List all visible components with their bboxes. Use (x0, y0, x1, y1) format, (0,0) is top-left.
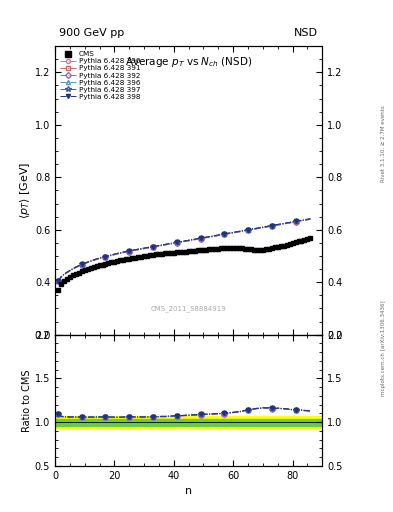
CMS (62, 278, 66, 284)
Pythia 6.428 397 (56, 278, 61, 284)
Pythia 6.428 391 (308, 216, 313, 222)
Pythia 6.428 398 (270, 223, 274, 229)
Pythia 6.428 397 (177, 239, 182, 245)
Text: Rivet 3.1.10, ≥ 2.7M events: Rivet 3.1.10, ≥ 2.7M events (381, 105, 386, 182)
Pythia 6.428 390 (56, 279, 61, 285)
Pythia 6.428 391 (270, 223, 274, 229)
Y-axis label: $\langle p_T \rangle$ [GeV]: $\langle p_T \rangle$ [GeV] (18, 162, 32, 219)
Legend: CMS, Pythia 6.428 390, Pythia 6.428 391, Pythia 6.428 392, Pythia 6.428 396, Pyt: CMS, Pythia 6.428 390, Pythia 6.428 391,… (59, 50, 142, 101)
Pythia 6.428 398 (62, 271, 66, 278)
Text: 900 GeV pp: 900 GeV pp (59, 28, 124, 38)
Pythia 6.428 392 (249, 227, 253, 233)
Pythia 6.428 396 (68, 267, 72, 273)
Pythia 6.428 396 (56, 278, 61, 284)
Pythia 6.428 398 (56, 278, 61, 284)
Line: Pythia 6.428 397: Pythia 6.428 397 (55, 216, 313, 284)
CMS (56, 287, 61, 293)
Line: Pythia 6.428 390: Pythia 6.428 390 (56, 217, 312, 284)
Pythia 6.428 391 (62, 272, 66, 278)
Pythia 6.428 397 (270, 223, 274, 229)
Pythia 6.428 396 (83, 260, 87, 266)
Pythia 6.428 392 (177, 239, 182, 245)
Pythia 6.428 392 (308, 216, 313, 222)
Text: CMS_2011_S8884919: CMS_2011_S8884919 (151, 305, 226, 312)
Pythia 6.428 391 (83, 261, 87, 267)
CMS (308, 234, 313, 241)
Pythia 6.428 391 (177, 239, 182, 245)
Pythia 6.428 390 (83, 261, 87, 267)
CMS (270, 245, 274, 251)
Pythia 6.428 397 (62, 271, 66, 278)
Pythia 6.428 391 (249, 227, 253, 233)
CMS (177, 249, 182, 255)
Pythia 6.428 397 (83, 260, 87, 266)
Bar (55, 416, 322, 429)
Pythia 6.428 390 (308, 216, 313, 222)
Text: Average $p_T$ vs $N_{ch}$ (NSD): Average $p_T$ vs $N_{ch}$ (NSD) (125, 55, 252, 69)
Pythia 6.428 397 (68, 267, 72, 273)
Line: Pythia 6.428 398: Pythia 6.428 398 (56, 217, 312, 283)
Line: CMS: CMS (55, 235, 313, 292)
Y-axis label: Ratio to CMS: Ratio to CMS (22, 369, 32, 432)
Pythia 6.428 396 (270, 223, 274, 229)
X-axis label: n: n (185, 486, 192, 496)
Line: Pythia 6.428 392: Pythia 6.428 392 (56, 217, 312, 284)
Pythia 6.428 391 (68, 268, 72, 274)
CMS (249, 246, 253, 252)
CMS (68, 274, 72, 280)
CMS (83, 267, 87, 273)
Pythia 6.428 390 (68, 268, 72, 274)
Pythia 6.428 392 (56, 279, 61, 285)
Pythia 6.428 392 (83, 261, 87, 267)
Pythia 6.428 397 (308, 216, 313, 222)
Pythia 6.428 398 (83, 260, 87, 266)
Pythia 6.428 392 (62, 272, 66, 278)
Pythia 6.428 396 (249, 226, 253, 232)
Line: Pythia 6.428 391: Pythia 6.428 391 (56, 217, 312, 284)
Text: NSD: NSD (294, 28, 318, 38)
Pythia 6.428 398 (177, 239, 182, 245)
Pythia 6.428 390 (177, 239, 182, 245)
Pythia 6.428 392 (68, 268, 72, 274)
Pythia 6.428 396 (308, 216, 313, 222)
Pythia 6.428 398 (68, 267, 72, 273)
Pythia 6.428 391 (56, 279, 61, 285)
Bar (55, 419, 322, 425)
Text: mcplots.cern.ch [arXiv:1306.3436]: mcplots.cern.ch [arXiv:1306.3436] (381, 301, 386, 396)
Pythia 6.428 397 (249, 226, 253, 232)
Pythia 6.428 396 (177, 239, 182, 245)
Pythia 6.428 398 (249, 226, 253, 232)
Pythia 6.428 392 (270, 223, 274, 229)
Pythia 6.428 390 (270, 223, 274, 229)
Pythia 6.428 390 (62, 272, 66, 278)
Pythia 6.428 398 (308, 216, 313, 222)
Pythia 6.428 390 (249, 227, 253, 233)
Line: Pythia 6.428 396: Pythia 6.428 396 (56, 217, 312, 283)
Pythia 6.428 396 (62, 271, 66, 278)
